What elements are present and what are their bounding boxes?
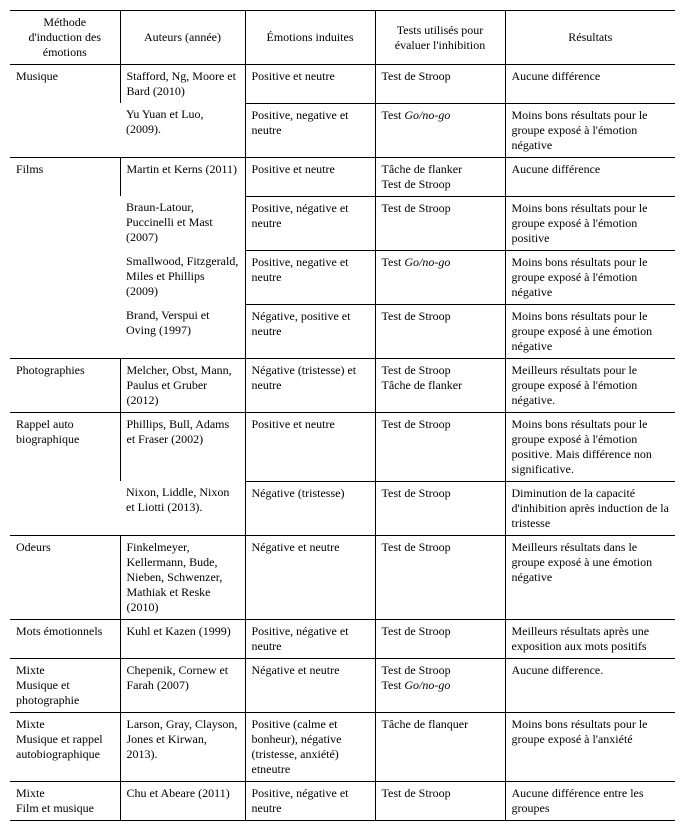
table-cell: Martin et Kerns (2011): [120, 157, 245, 196]
table-cell: Positive et neutre: [245, 65, 375, 104]
method-cell: Films: [10, 157, 120, 358]
table-cell: Moins bons résultats pour le groupe expo…: [505, 412, 675, 481]
table-cell: Moins bons résultats pour le groupe expo…: [505, 196, 675, 250]
table-cell: Meilleurs résultats dans le groupe expos…: [505, 535, 675, 619]
table-cell: Test Go/no-go: [375, 103, 505, 157]
method-cell: Mots émotionnels: [10, 619, 120, 658]
table-cell: Test de Stroop: [375, 481, 505, 535]
method-cell: Odeurs: [10, 535, 120, 619]
table-cell: Meilleurs résultats pour le groupe expos…: [505, 358, 675, 412]
table-row: MixteMusique et photographieChepenik, Co…: [10, 658, 675, 712]
table-cell: Positive, negative et neutre: [245, 103, 375, 157]
method-cell: MixteMusique et photographie: [10, 658, 120, 712]
table-cell: Test de StroopTâche de flanker: [375, 358, 505, 412]
table-cell: Moins bons résultats pour le groupe expo…: [505, 103, 675, 157]
table-cell: Moins bons résultats pour le groupe expo…: [505, 712, 675, 781]
table-cell: Négative (tristesse) et neutre: [245, 358, 375, 412]
table-cell: Test de Stroop: [375, 619, 505, 658]
table-cell: Aucune difference.: [505, 658, 675, 712]
table-cell: Aucune différence entre les groupes: [505, 781, 675, 820]
table-cell: Phillips, Bull, Adams et Fraser (2002): [120, 412, 245, 481]
method-cell: MixteMusique et rappel autobiographique: [10, 712, 120, 781]
table-cell: Chu et Abeare (2011): [120, 781, 245, 820]
table-row: MusiqueStafford, Ng, Moore et Bard (2010…: [10, 65, 675, 104]
table-cell: Test de Stroop: [375, 65, 505, 104]
table-cell: Tâche de flankerTest de Stroop: [375, 157, 505, 196]
table-cell: Kuhl et Kazen (1999): [120, 619, 245, 658]
emotion-induction-table: Méthode d'induction des émotions Auteurs…: [10, 10, 675, 821]
table-cell: Test Go/no-go: [375, 250, 505, 304]
table-cell: Finkelmeyer, Kellermann, Bude, Nieben, S…: [120, 535, 245, 619]
table-row: MixteFilm et musiqueChu et Abeare (2011)…: [10, 781, 675, 820]
table-cell: Négative, positive et neutre: [245, 304, 375, 358]
table-row: FilmsMartin et Kerns (2011)Positive et n…: [10, 157, 675, 196]
table-cell: Smallwood, Fitzgerald, Miles et Phillips…: [120, 250, 245, 304]
table-cell: Tâche de flanquer: [375, 712, 505, 781]
method-cell: Musique: [10, 65, 120, 158]
table-cell: Test de Stroop: [375, 781, 505, 820]
table-cell: Test de Stroop: [375, 535, 505, 619]
method-cell: MixteFilm et musique: [10, 781, 120, 820]
table-cell: Test de Stroop: [375, 412, 505, 481]
table-cell: Négative et neutre: [245, 535, 375, 619]
table-cell: Aucune différence: [505, 157, 675, 196]
table-cell: Braun-Latour, Puccinelli et Mast (2007): [120, 196, 245, 250]
header-row: Méthode d'induction des émotions Auteurs…: [10, 11, 675, 65]
table-cell: Larson, Gray, Clayson, Jones et Kirwan, …: [120, 712, 245, 781]
table-cell: Positive, négative et neutre: [245, 196, 375, 250]
table-cell: Positive et neutre: [245, 157, 375, 196]
header-method: Méthode d'induction des émotions: [10, 11, 120, 65]
table-cell: Positive et neutre: [245, 412, 375, 481]
header-authors: Auteurs (année): [120, 11, 245, 65]
table-body: MusiqueStafford, Ng, Moore et Bard (2010…: [10, 65, 675, 821]
table-row: Mots émotionnelsKuhl et Kazen (1999)Posi…: [10, 619, 675, 658]
table-cell: Moins bons résultats pour le groupe expo…: [505, 304, 675, 358]
table-cell: Test de Stroop: [375, 304, 505, 358]
method-cell: Rappel auto biographique: [10, 412, 120, 535]
table-row: Rappel auto biographiquePhillips, Bull, …: [10, 412, 675, 481]
table-cell: Nixon, Liddle, Nixon et Liotti (2013).: [120, 481, 245, 535]
table-cell: Moins bons résultats pour le groupe expo…: [505, 250, 675, 304]
table-cell: Négative (tristesse): [245, 481, 375, 535]
table-row: PhotographiesMelcher, Obst, Mann, Paulus…: [10, 358, 675, 412]
table-cell: Test de StroopTest Go/no-go: [375, 658, 505, 712]
header-emotions: Émotions induites: [245, 11, 375, 65]
table-cell: Stafford, Ng, Moore et Bard (2010): [120, 65, 245, 104]
table-cell: Brand, Verspui et Oving (1997): [120, 304, 245, 358]
table-row: OdeursFinkelmeyer, Kellermann, Bude, Nie…: [10, 535, 675, 619]
table-cell: Meilleurs résultats après une exposition…: [505, 619, 675, 658]
table-cell: Diminution de la capacité d'inhibition a…: [505, 481, 675, 535]
header-tests: Tests utilisés pour évaluer l'inhibition: [375, 11, 505, 65]
table-cell: Positive (calme et bonheur), négative (t…: [245, 712, 375, 781]
table-cell: Positive, négative et neutre: [245, 781, 375, 820]
table-cell: Yu Yuan et Luo, (2009).: [120, 103, 245, 157]
table-cell: Négative et neutre: [245, 658, 375, 712]
table-cell: Positive, négative et neutre: [245, 619, 375, 658]
table-row: MixteMusique et rappel autobiographiqueL…: [10, 712, 675, 781]
header-results: Résultats: [505, 11, 675, 65]
table-cell: Positive, negative et neutre: [245, 250, 375, 304]
table-cell: Melcher, Obst, Mann, Paulus et Gruber (2…: [120, 358, 245, 412]
table-cell: Test de Stroop: [375, 196, 505, 250]
method-cell: Photographies: [10, 358, 120, 412]
table-cell: Chepenik, Cornew et Farah (2007): [120, 658, 245, 712]
table-cell: Aucune différence: [505, 65, 675, 104]
